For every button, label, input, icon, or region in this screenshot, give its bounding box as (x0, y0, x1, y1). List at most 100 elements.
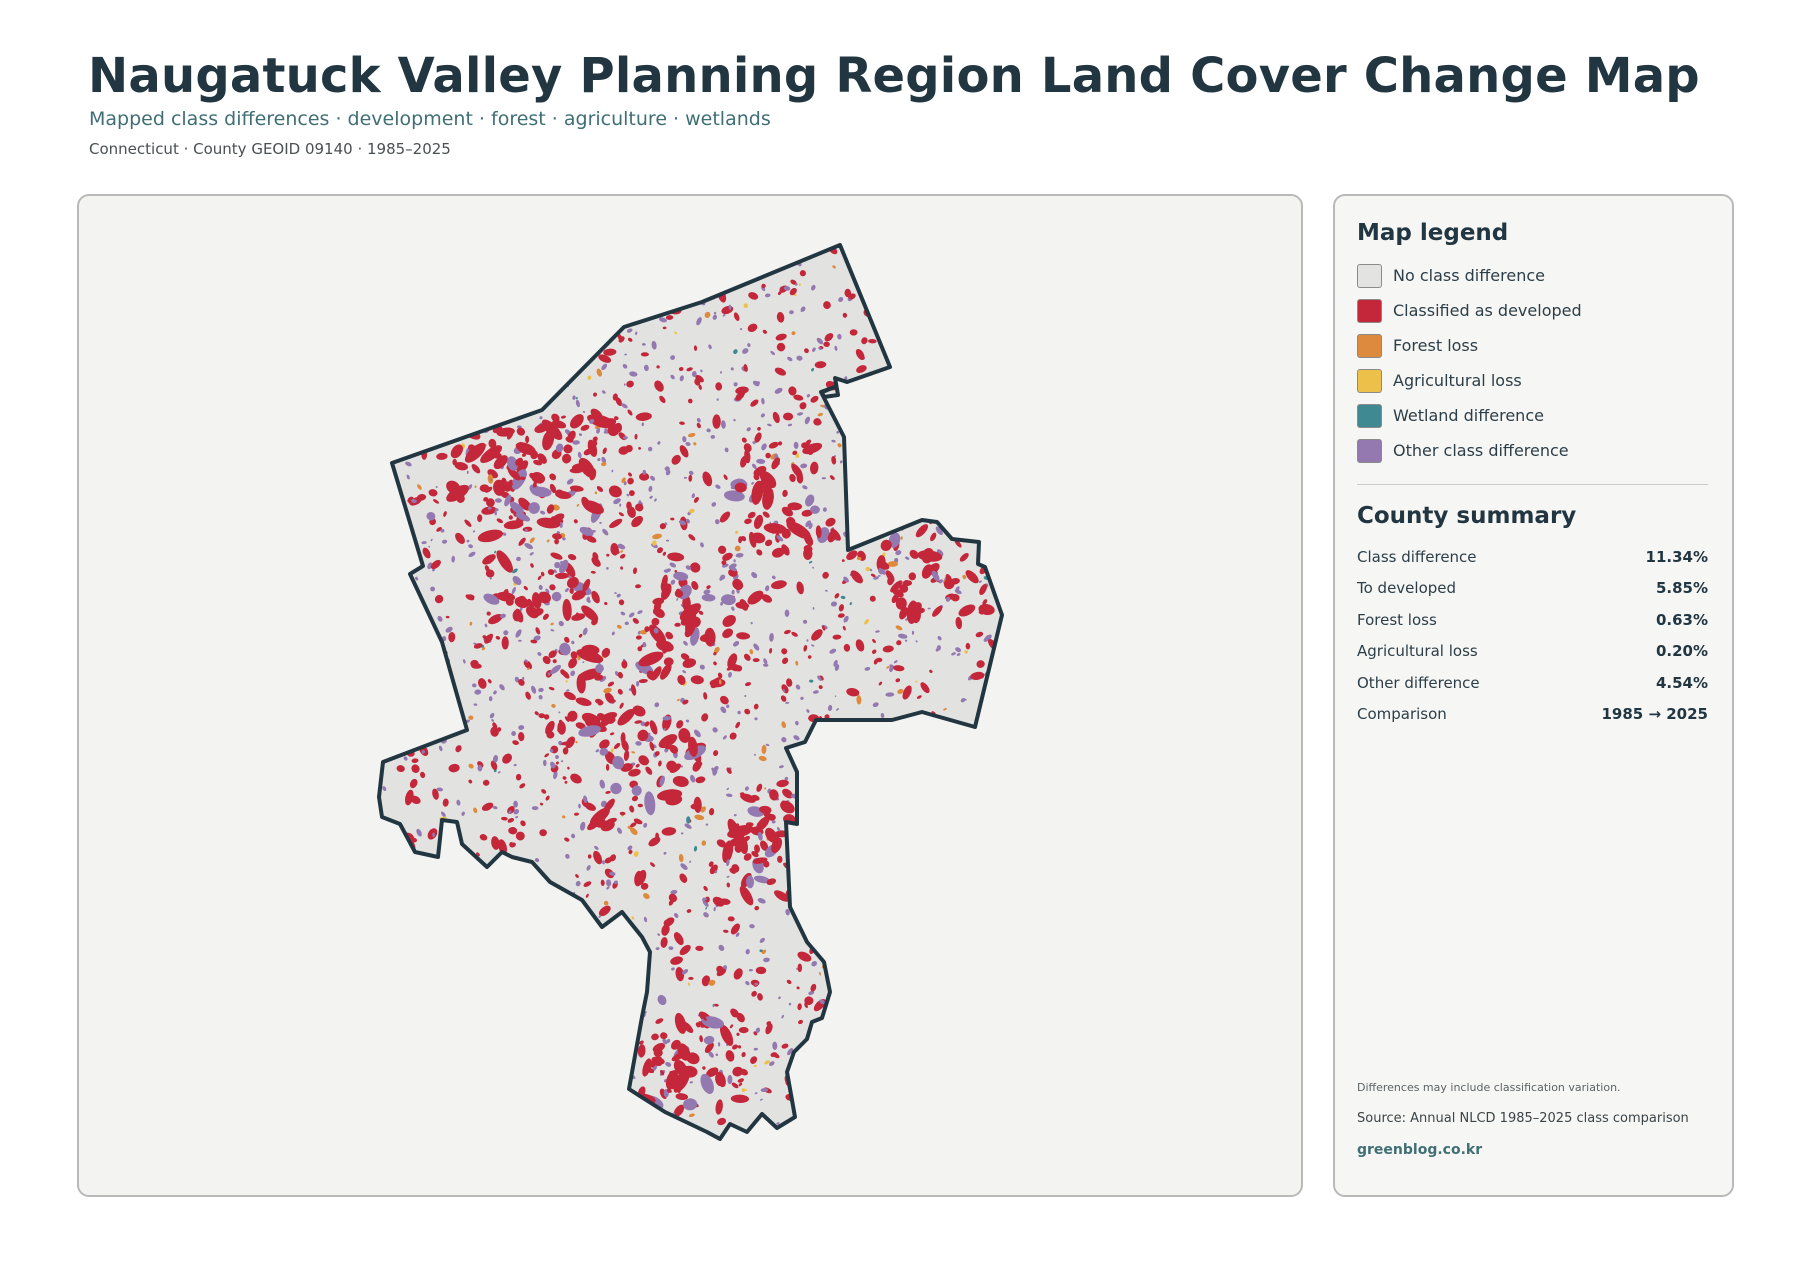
forest-loss-patch (813, 786, 817, 791)
developed-patch (735, 601, 750, 609)
developed-patch (464, 519, 472, 527)
developed-patch (379, 294, 387, 308)
other-change-patch (827, 704, 833, 712)
other-change-patch (941, 293, 947, 301)
other-change-patch (857, 1038, 861, 1041)
wetland-change-patch (944, 287, 947, 290)
developed-patch (557, 308, 568, 320)
other-change-patch (889, 664, 895, 668)
developed-patch (553, 1075, 565, 1087)
developed-patch (799, 816, 806, 823)
developed-patch (752, 658, 760, 663)
other-change-patch (797, 412, 804, 416)
other-change-patch (566, 689, 570, 692)
brand-link[interactable]: greenblog.co.kr (1357, 1142, 1483, 1158)
developed-patch (731, 1044, 739, 1050)
wetland-change-patch (966, 263, 970, 266)
forest-loss-patch (761, 744, 767, 755)
developed-patch (940, 1034, 948, 1042)
wetland-change-patch (519, 974, 523, 978)
developed-patch (606, 553, 610, 557)
forest-loss-patch (817, 412, 824, 417)
developed-patch (713, 1003, 719, 1007)
other-change-patch (414, 1024, 420, 1030)
other-change-patch (842, 1052, 846, 1054)
other-change-patch (761, 397, 765, 405)
developed-patch (525, 691, 531, 700)
developed-patch (970, 1050, 978, 1059)
other-change-patch (344, 303, 351, 309)
developed-patch (409, 408, 417, 416)
other-change-patch (550, 629, 555, 632)
other-change-patch (399, 727, 404, 732)
agricultural-loss-patch (631, 916, 635, 920)
other-change-patch (490, 478, 493, 481)
other-change-patch (365, 362, 372, 369)
developed-patch (933, 791, 941, 798)
other-change-patch (419, 872, 425, 877)
developed-patch (491, 408, 502, 422)
other-change-patch (578, 725, 601, 737)
developed-patch (366, 594, 371, 599)
other-change-patch (939, 409, 943, 413)
other-change-patch (494, 261, 500, 266)
developed-patch (909, 549, 919, 559)
other-change-patch (447, 1010, 452, 1014)
agricultural-loss-patch (816, 1091, 825, 1096)
developed-patch (392, 365, 396, 369)
other-change-patch (343, 282, 351, 289)
other-change-patch (560, 760, 564, 763)
developed-patch (650, 1137, 659, 1139)
forest-loss-patch (693, 442, 697, 446)
other-change-patch (451, 720, 455, 724)
developed-patch (325, 786, 340, 801)
developed-patch (909, 462, 918, 471)
wetland-change-patch (858, 747, 862, 751)
other-change-patch (800, 696, 804, 700)
developed-patch (685, 611, 697, 637)
developed-patch (803, 644, 808, 652)
other-change-patch (508, 810, 512, 815)
map-panel[interactable]: N (77, 194, 1303, 1197)
other-change-patch (766, 958, 769, 961)
developed-patch (412, 706, 417, 710)
developed-patch (918, 467, 922, 471)
forest-loss-patch (621, 477, 626, 484)
other-change-patch (906, 956, 916, 962)
developed-patch (864, 463, 868, 468)
other-change-patch (701, 593, 716, 602)
developed-patch (605, 1045, 613, 1051)
developed-patch (448, 763, 460, 773)
other-change-patch (468, 882, 475, 888)
forest-loss-patch (833, 1010, 842, 1017)
county-map[interactable] (79, 196, 1303, 1197)
developed-patch (538, 274, 546, 283)
other-change-patch (564, 349, 571, 355)
developed-patch (581, 712, 601, 726)
developed-patch (576, 288, 586, 300)
developed-patch (978, 891, 992, 899)
developed-patch (690, 803, 699, 810)
other-change-patch (784, 609, 790, 617)
other-change-patch (830, 1061, 836, 1067)
developed-patch (350, 374, 357, 383)
developed-patch (722, 552, 733, 561)
agricultural-loss-patch (872, 491, 876, 495)
developed-patch (481, 506, 497, 515)
developed-patch (969, 414, 974, 421)
developed-patch (572, 245, 582, 249)
developed-patch (975, 1081, 981, 1090)
developed-patch (620, 732, 626, 744)
other-change-patch (874, 374, 880, 379)
developed-patch (693, 345, 698, 351)
developed-patch (645, 766, 653, 775)
developed-patch (409, 649, 417, 659)
other-change-patch (555, 755, 559, 759)
developed-patch (628, 472, 632, 477)
other-change-patch (983, 634, 992, 642)
developed-patch (362, 899, 371, 908)
other-change-patch (669, 562, 677, 568)
other-change-patch (430, 354, 434, 358)
other-change-patch (756, 458, 766, 464)
other-change-patch (800, 306, 806, 312)
